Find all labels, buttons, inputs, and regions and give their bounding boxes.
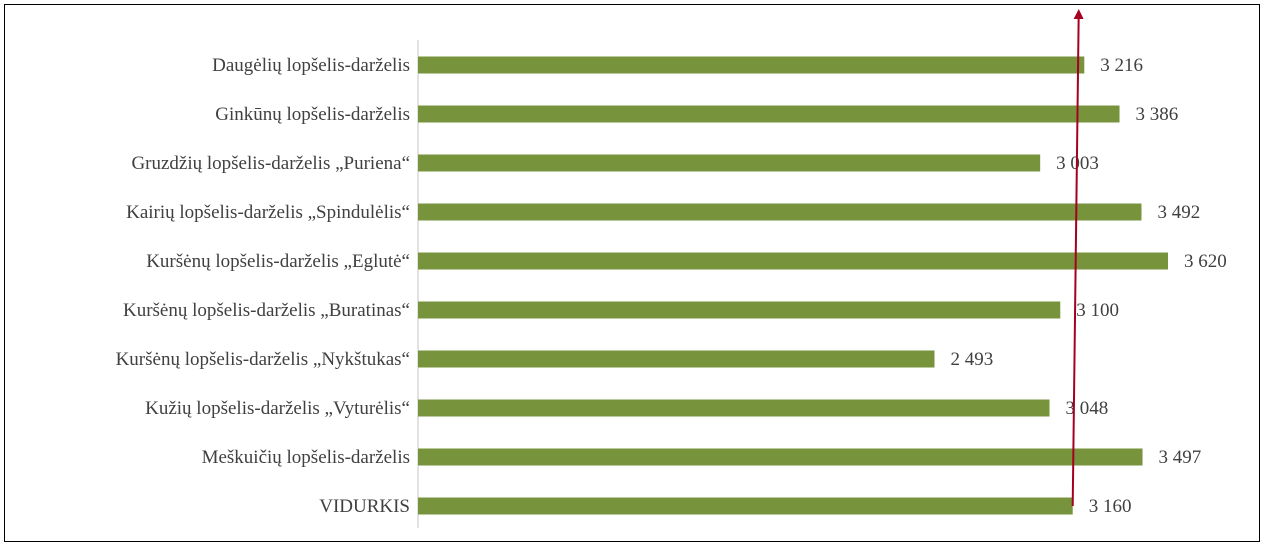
average-arrow bbox=[1071, 9, 1084, 507]
value-label: 3 386 bbox=[1136, 104, 1179, 125]
value-label: 3 497 bbox=[1159, 447, 1202, 468]
value-label: 3 160 bbox=[1089, 496, 1132, 517]
category-label: Daugėlių lopšelis-darželis bbox=[212, 55, 410, 76]
category-label: Meškuičių lopšelis-darželis bbox=[202, 447, 410, 468]
bar bbox=[418, 252, 1168, 270]
category-label: Ginkūnų lopšelis-darželis bbox=[215, 104, 410, 125]
bar bbox=[418, 399, 1050, 417]
bar bbox=[418, 301, 1061, 319]
category-label: Kuršėnų lopšelis-darželis „Nykštukas“ bbox=[116, 349, 410, 370]
category-label: Kairių lopšelis-darželis „Spindulėlis“ bbox=[126, 202, 410, 223]
value-label: 3 620 bbox=[1184, 251, 1227, 272]
bar bbox=[418, 56, 1085, 74]
bars-group bbox=[418, 56, 1168, 515]
bar bbox=[418, 105, 1120, 123]
category-labels-group: Daugėlių lopšelis-darželis Ginkūnų lopšel… bbox=[116, 55, 410, 517]
bar bbox=[418, 497, 1073, 515]
value-label: 3 492 bbox=[1157, 202, 1200, 223]
category-label: Gruzdžių lopšelis-darželis „Puriena“ bbox=[131, 153, 410, 174]
bar bbox=[418, 154, 1041, 172]
category-label: Kuršėnų lopšelis-darželis „Buratinas“ bbox=[123, 300, 410, 321]
bar bbox=[418, 350, 935, 368]
bar bbox=[418, 203, 1142, 221]
bar bbox=[418, 448, 1143, 466]
category-label: Kužių lopšelis-darželis „Vyturėlis“ bbox=[145, 398, 410, 419]
category-label: Kuršėnų lopšelis-darželis „Eglutė“ bbox=[146, 251, 410, 272]
value-label: 3 100 bbox=[1076, 300, 1119, 321]
value-label: 3 048 bbox=[1065, 398, 1108, 419]
value-label: 3 216 bbox=[1100, 55, 1143, 76]
category-label: VIDURKIS bbox=[319, 496, 410, 517]
value-label: 2 493 bbox=[951, 349, 994, 370]
